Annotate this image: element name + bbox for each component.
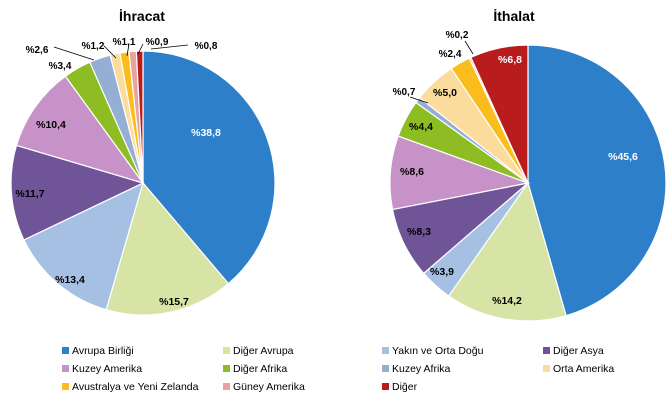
legend-swatch-diger-afrika <box>223 365 230 372</box>
data-label-guney-amerika: %0,2 <box>446 30 469 41</box>
slice-diger <box>470 44 529 184</box>
data-label-diger-afrika: %3,4 <box>49 61 72 72</box>
legend-label-diger-afrika: Diğer Afrika <box>233 363 287 375</box>
legend-swatch-diger <box>382 383 389 390</box>
data-label-avustralya-ve-yeni-zelanda: %1,1 <box>113 37 136 48</box>
leader-line-avustralya-ve-yeni-zelanda <box>126 43 130 57</box>
chart-title-ithalat: İthalat <box>493 8 535 24</box>
slice-diger-asya <box>10 144 145 241</box>
legend-label-kuzey-afrika: Kuzey Afrika <box>392 363 451 375</box>
legend-swatch-guney-amerika <box>223 383 230 390</box>
slice-kuzey-amerika <box>15 75 145 185</box>
data-label-avrupa-birligi: %38,8 <box>191 127 221 139</box>
leader-line-kuzey-afrika <box>53 46 95 61</box>
slice-yakin-ve-orta-dogu <box>23 181 144 311</box>
pie-ithalat: %45,6 %14,2 %3,9 %8,3 %8,6 %4,4 %0,7 %5,0 %2,4 %0… <box>389 30 667 322</box>
legend-label-diger-asya: Diğer Asya <box>553 345 604 357</box>
data-label-diger: %6,8 <box>498 54 522 66</box>
slice-diger-avrupa <box>447 181 567 322</box>
leader-line-orta-amerika <box>103 45 117 59</box>
legend-swatch-diger-asya <box>543 347 550 354</box>
data-label-kuzey-afrika: %0,7 <box>393 87 416 98</box>
data-label-kuzey-afrika: %2,6 <box>26 45 49 56</box>
data-label-kuzey-amerika: %10,4 <box>36 119 66 131</box>
leader-line-kuzey-afrika <box>409 96 429 104</box>
data-label-orta-amerika: %5,0 <box>433 87 457 99</box>
legend-swatch-yakin-ve-orta-dogu <box>382 347 389 354</box>
legend-label-yakin-ve-orta-dogu: Yakın ve Orta Doğu <box>392 345 484 357</box>
legend-swatch-kuzey-afrika <box>382 365 389 372</box>
legend-swatch-avustralya-ve-yeni-zelanda <box>62 383 69 390</box>
slice-avrupa-birligi <box>142 50 276 285</box>
legend: Avrupa Birliği Diğer Avrupa Yakın ve Orta … <box>62 345 614 393</box>
legend-label-avrupa-birligi: Avrupa Birliği <box>72 345 134 357</box>
legend-swatch-avrupa-birligi <box>62 347 69 354</box>
data-label-diger-avrupa: %14,2 <box>492 295 522 307</box>
data-label-diger-afrika: %4,4 <box>409 121 433 133</box>
data-label-yakin-ve-orta-dogu: %13,4 <box>55 274 85 286</box>
data-label-diger: %0,8 <box>195 41 218 52</box>
legend-label-kuzey-amerika: Kuzey Amerika <box>72 363 142 375</box>
data-label-yakin-ve-orta-dogu: %3,9 <box>430 266 454 278</box>
data-label-guney-amerika: %0,9 <box>146 37 169 48</box>
slice-diger-avrupa <box>105 181 230 316</box>
legend-swatch-diger-avrupa <box>223 347 230 354</box>
data-label-avustralya-ve-yeni-zelanda: %2,4 <box>439 49 462 60</box>
data-label-kuzey-amerika: %8,6 <box>400 166 424 178</box>
data-label-diger-asya: %11,7 <box>15 188 44 200</box>
leader-line-guney-amerika <box>137 43 144 55</box>
data-label-avrupa-birligi: %45,6 <box>608 151 638 163</box>
data-label-diger-asya: %8,3 <box>407 226 431 238</box>
legend-label-diger-avrupa: Diğer Avrupa <box>233 345 294 357</box>
chart-title-ihracat: İhracat <box>119 8 165 24</box>
data-label-diger-avrupa: %15,7 <box>159 296 189 308</box>
pie-ihracat: %38,8 %15,7 %13,4 %11,7 %10,4 %3,4%2,6 %1,2 %1,… <box>10 37 276 316</box>
legend-label-orta-amerika: Orta Amerika <box>553 363 614 375</box>
legend-label-avustralya-ve-yeni-zelanda: Avustralya ve Yeni Zelanda <box>72 381 199 393</box>
legend-label-guney-amerika: Güney Amerika <box>233 381 305 393</box>
legend-label-diger: Diğer <box>392 381 418 393</box>
leader-line-guney-amerika <box>464 40 474 55</box>
legend-swatch-kuzey-amerika <box>62 365 69 372</box>
slice-avrupa-birligi <box>527 44 667 317</box>
leader-line-diger <box>150 44 189 50</box>
legend-swatch-orta-amerika <box>543 365 550 372</box>
data-label-orta-amerika: %1,2 <box>82 41 105 52</box>
